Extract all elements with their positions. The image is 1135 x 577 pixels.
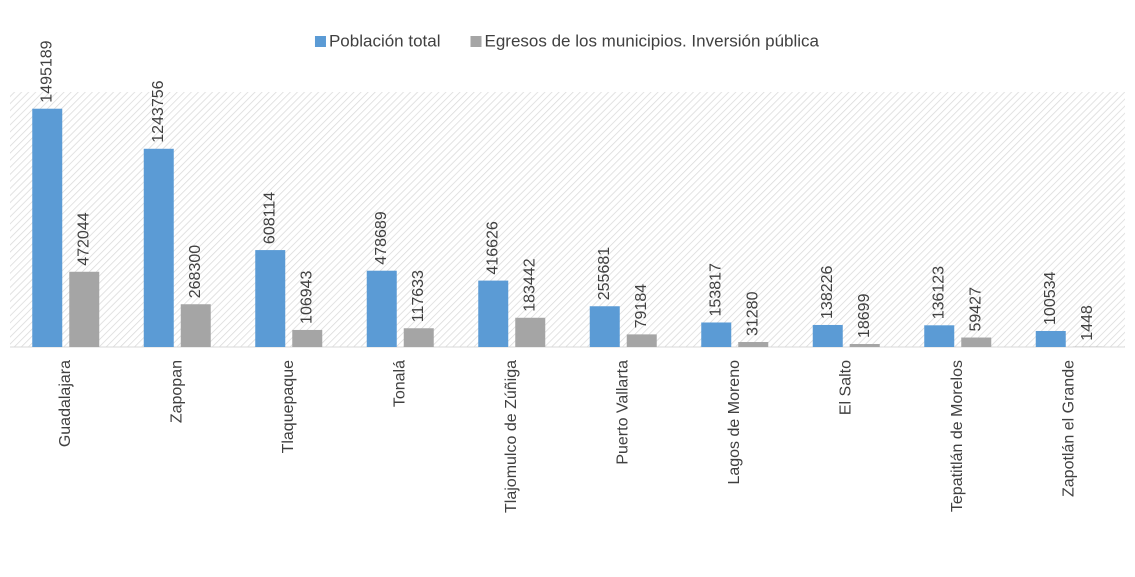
bar [924,325,955,347]
bar [478,280,509,347]
bar [961,337,992,347]
data-label: 472044 [75,212,92,265]
data-label: 183442 [521,258,538,311]
x-tick-label: Tlajomulco de Zúñiga [503,360,520,513]
bar [626,334,657,347]
plot-area [10,92,1125,347]
bar [738,342,769,347]
legend: Población total Egresos de los municipios… [314,31,820,50]
bar [589,306,620,347]
bar [366,270,397,347]
data-label: 106943 [298,270,315,323]
bar [1035,330,1066,347]
data-label: 136123 [930,266,947,319]
x-tick-label: Tlaquepaque [280,360,297,454]
bar [812,324,843,347]
bar [255,250,286,347]
bar [180,304,211,347]
bar [403,328,434,347]
data-label: 59427 [967,287,984,332]
x-tick-label: Lagos de Moreno [726,360,743,485]
x-tick-label: Tonalá [391,360,408,407]
x-tick-label: Zapotlán el Grande [1060,360,1077,497]
data-label: 138226 [819,265,836,318]
bar [292,329,323,347]
data-label: 416626 [484,221,501,274]
legend-label: Egresos de los municipios. Inversión púb… [485,31,820,50]
bar [32,108,63,347]
data-label: 100534 [1042,271,1059,324]
legend-swatch [470,36,482,47]
legend-swatch [314,36,326,47]
data-label: 18699 [856,293,873,338]
data-label: 117633 [410,270,427,322]
x-tick-label: El Salto [837,360,854,415]
data-label: 1495189 [38,40,55,102]
bar [143,148,174,347]
data-label: 255681 [596,247,613,300]
data-label: 1243756 [150,80,167,142]
x-tick-label: Tepatitlán de Morelos [949,360,966,512]
data-label: 478689 [373,211,390,264]
data-label: 31280 [744,291,761,336]
data-label: 79184 [633,284,650,329]
x-tick-label: Zapopan [168,360,185,423]
data-label: 153817 [707,263,724,316]
bar [69,271,100,347]
data-label: 1448 [1079,305,1096,341]
x-tick-label: Guadalajara [57,360,74,447]
bar [701,322,732,347]
data-label: 268300 [187,245,204,298]
legend-label: Población total [329,31,441,50]
bar [849,344,880,347]
data-label: 608114 [261,192,278,244]
x-tick-label: Puerto Vallarta [614,360,631,465]
bar [515,317,546,347]
